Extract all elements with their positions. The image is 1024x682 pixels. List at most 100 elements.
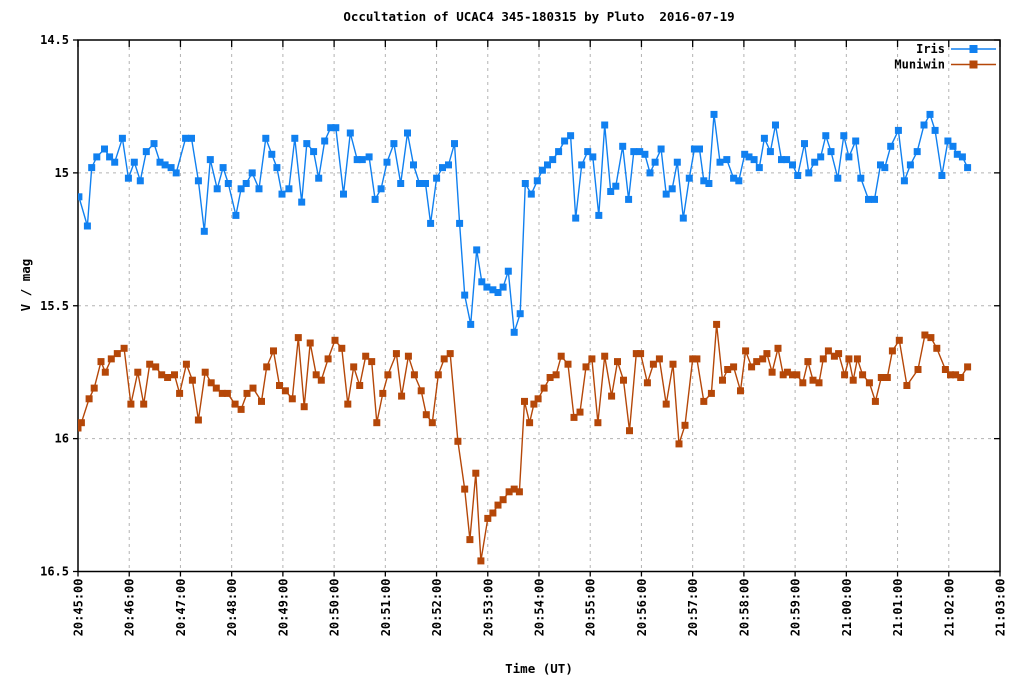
iris-data-point bbox=[494, 289, 502, 296]
iris-data-point bbox=[83, 222, 91, 230]
muniwin-data-point bbox=[632, 350, 640, 358]
iris-data-point bbox=[716, 158, 724, 166]
iris-data-point bbox=[783, 156, 791, 164]
iris-data-point bbox=[877, 161, 884, 169]
muniwin-data-point bbox=[472, 469, 480, 477]
iris-data-point bbox=[561, 137, 569, 145]
y-tick-label: 15.5 bbox=[40, 299, 69, 313]
x-tick-label: 20:58:00 bbox=[737, 579, 751, 637]
iris-data-point bbox=[404, 129, 411, 137]
iris-data-point bbox=[730, 174, 738, 182]
muniwin-data-point bbox=[824, 347, 832, 355]
muniwin-data-point bbox=[927, 334, 935, 342]
iris-data-point bbox=[130, 158, 138, 166]
iris-data-point bbox=[118, 134, 126, 142]
muniwin-data-point bbox=[107, 355, 115, 363]
iris-data-point bbox=[549, 156, 557, 164]
iris-data-point bbox=[778, 156, 785, 164]
iris-data-point bbox=[445, 161, 452, 169]
muniwin-data-point bbox=[570, 413, 578, 421]
iris-data-point bbox=[340, 190, 347, 198]
muniwin-data-point bbox=[218, 389, 226, 397]
x-tick-label: 21:01:00 bbox=[891, 579, 905, 637]
iris-data-point bbox=[346, 129, 354, 137]
muniwin-data-point bbox=[113, 350, 121, 358]
muniwin-data-point bbox=[835, 350, 843, 358]
muniwin-data-point bbox=[249, 384, 257, 392]
iris-data-point bbox=[278, 190, 286, 198]
iris-data-point bbox=[555, 148, 563, 156]
muniwin-data-point bbox=[182, 360, 190, 368]
y-tick-label: 16.5 bbox=[40, 565, 69, 579]
iris-data-point bbox=[439, 164, 446, 172]
muniwin-data-point bbox=[883, 374, 891, 381]
iris-data-point bbox=[852, 137, 860, 145]
muniwin-data-point bbox=[774, 344, 782, 352]
x-tick-label: 20:50:00 bbox=[328, 579, 342, 637]
iris-data-point bbox=[353, 156, 361, 164]
muniwin-data-point bbox=[350, 363, 358, 371]
iris-data-point bbox=[321, 137, 329, 145]
y-axis-title: V / mag bbox=[18, 258, 33, 312]
iris-data-point bbox=[237, 185, 245, 193]
muniwin-data-point bbox=[288, 395, 296, 403]
iris-data-point bbox=[630, 148, 638, 156]
muniwin-data-point bbox=[164, 374, 172, 381]
muniwin-data-point bbox=[140, 400, 148, 408]
muniwin-data-point bbox=[101, 368, 109, 376]
muniwin-data-point bbox=[742, 347, 750, 355]
muniwin-data-point bbox=[933, 344, 941, 352]
iris-data-point bbox=[499, 283, 507, 291]
muniwin-data-point bbox=[888, 347, 896, 355]
muniwin-data-point bbox=[914, 366, 922, 373]
iris-data-point bbox=[567, 132, 575, 140]
iris-data-point bbox=[194, 177, 202, 185]
muniwin-data-point bbox=[693, 355, 701, 363]
x-tick-label: 20:51:00 bbox=[379, 579, 393, 637]
iris-data-point bbox=[451, 140, 458, 148]
iris-data-point bbox=[303, 140, 311, 148]
x-axis-title: Time (UT) bbox=[505, 661, 573, 676]
muniwin-data-point bbox=[753, 358, 761, 366]
iris-data-point bbox=[88, 164, 96, 172]
x-tick-label: 20:49:00 bbox=[276, 579, 290, 637]
muniwin-data-point bbox=[306, 339, 314, 347]
muniwin-data-point bbox=[588, 355, 596, 363]
muniwin-data-point bbox=[515, 488, 523, 496]
iris-data-point bbox=[881, 164, 889, 172]
muniwin-data-point bbox=[362, 352, 370, 360]
x-tick-label: 20:45:00 bbox=[72, 579, 86, 637]
muniwin-data-point bbox=[865, 379, 873, 387]
iris-data-point bbox=[422, 180, 429, 187]
iris-data-point bbox=[397, 180, 405, 187]
iris-data-point bbox=[377, 185, 385, 193]
iris-data-point bbox=[679, 214, 687, 222]
muniwin-data-point bbox=[689, 355, 697, 363]
legend-marker-sample bbox=[969, 45, 978, 53]
iris-data-point bbox=[273, 164, 281, 172]
muniwin-data-point bbox=[675, 440, 683, 448]
muniwin-data-point bbox=[97, 358, 105, 366]
iris-data-point bbox=[755, 164, 763, 172]
x-tick-label: 20:55:00 bbox=[584, 579, 598, 637]
muniwin-data-point bbox=[921, 331, 929, 339]
iris-data-point bbox=[944, 137, 952, 145]
iris-data-point bbox=[433, 174, 441, 182]
muniwin-data-point bbox=[793, 371, 801, 379]
iris-data-point bbox=[657, 145, 665, 153]
iris-data-point bbox=[188, 134, 195, 142]
muniwin-data-point bbox=[895, 336, 903, 344]
x-tick-label: 20:52:00 bbox=[430, 579, 444, 637]
iris-data-point bbox=[641, 150, 649, 158]
iris-data-point bbox=[840, 132, 848, 140]
muniwin-data-point bbox=[681, 421, 689, 429]
x-tick-label: 20:48:00 bbox=[225, 579, 239, 637]
iris-data-point bbox=[489, 286, 497, 294]
muniwin-data-point bbox=[410, 371, 418, 379]
iris-data-point bbox=[673, 158, 681, 166]
iris-data-point bbox=[705, 180, 713, 187]
muniwin-data-point bbox=[521, 397, 528, 405]
muniwin-data-point bbox=[489, 509, 497, 517]
muniwin-data-point bbox=[477, 557, 485, 565]
iris-data-point bbox=[612, 182, 620, 190]
